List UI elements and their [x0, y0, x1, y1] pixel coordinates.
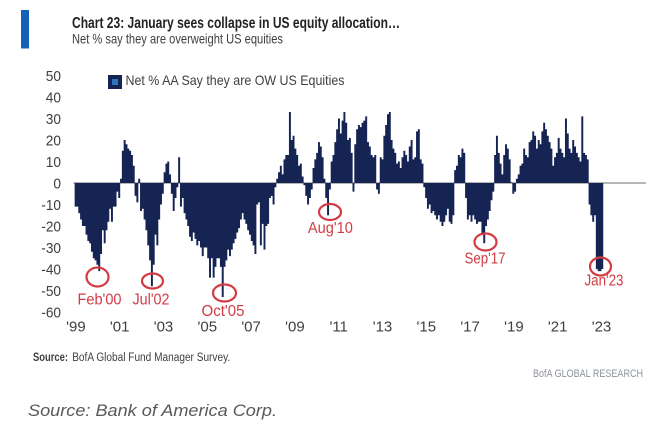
svg-text:'99: '99 [66, 319, 86, 336]
svg-text:-20: -20 [41, 219, 61, 236]
svg-text:Aug'10: Aug'10 [308, 220, 353, 237]
svg-text:'19: '19 [504, 319, 524, 336]
svg-text:10: 10 [46, 154, 61, 171]
svg-text:'09: '09 [285, 319, 305, 336]
svg-text:'03: '03 [154, 319, 174, 336]
svg-text:0: 0 [53, 176, 61, 193]
svg-text:Source:: Source: [33, 352, 68, 364]
svg-text:'13: '13 [373, 319, 393, 336]
svg-text:Net % say they are overweight: Net % say they are overweight US equitie… [72, 31, 283, 47]
svg-text:Sep'17: Sep'17 [465, 251, 506, 268]
svg-text:'07: '07 [241, 319, 261, 336]
svg-text:Feb'00: Feb'00 [78, 292, 122, 309]
svg-text:'05: '05 [198, 319, 218, 336]
svg-text:40: 40 [46, 90, 61, 107]
svg-text:Oct'05: Oct'05 [202, 303, 245, 320]
svg-text:'15: '15 [417, 319, 437, 336]
svg-text:-40: -40 [41, 262, 61, 279]
svg-text:'23: '23 [592, 319, 612, 336]
svg-text:-30: -30 [41, 240, 61, 257]
svg-text:BofA GLOBAL RESEARCH: BofA GLOBAL RESEARCH [533, 368, 643, 380]
svg-text:20: 20 [46, 133, 61, 150]
svg-text:Jul'02: Jul'02 [133, 292, 170, 309]
svg-text:'01: '01 [110, 319, 130, 336]
svg-text:'11: '11 [329, 319, 347, 336]
svg-text:-50: -50 [41, 283, 61, 300]
svg-text:30: 30 [46, 111, 61, 128]
svg-text:'17: '17 [460, 319, 480, 336]
svg-text:Chart 23: January sees collaps: Chart 23: January sees collapse in US eq… [72, 15, 400, 32]
svg-text:50: 50 [46, 68, 61, 85]
svg-text:'21: '21 [548, 319, 568, 336]
svg-text:-10: -10 [41, 197, 61, 214]
svg-text:Jan'23: Jan'23 [585, 273, 624, 290]
svg-text:Net % AA Say they are OW US Eq: Net % AA Say they are OW US Equities [126, 72, 345, 88]
svg-text:BofA Global Fund Manager Surve: BofA Global Fund Manager Survey. [72, 352, 230, 364]
svg-text:Source: Bank of America Corp.: Source: Bank of America Corp. [28, 402, 277, 420]
svg-text:-60: -60 [41, 305, 61, 322]
